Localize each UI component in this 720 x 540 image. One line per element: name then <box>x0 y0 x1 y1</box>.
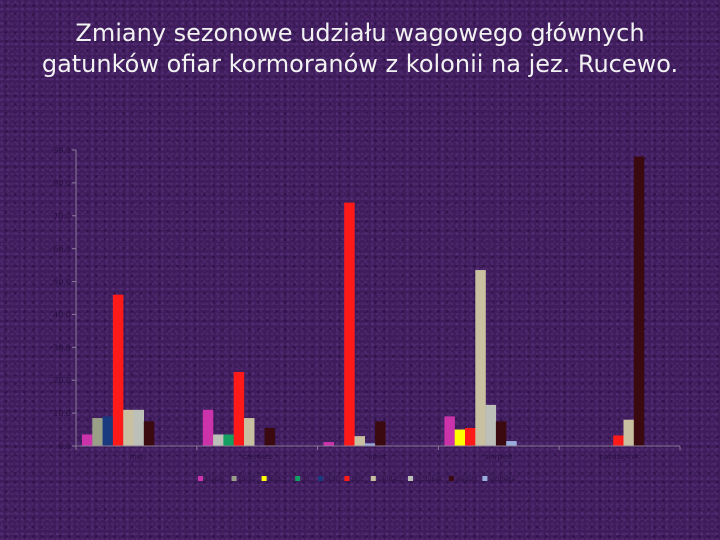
bar-węgorz-lipiec <box>375 421 386 446</box>
y-tick-label: 20.0 <box>53 376 71 385</box>
x-category-label: sierpień <box>485 453 513 461</box>
bar-sandacz-lipiec <box>354 436 365 446</box>
legend-swatch <box>261 476 267 481</box>
legend-swatch <box>295 476 301 481</box>
legend-swatch <box>408 476 413 481</box>
legend-swatch <box>482 476 488 481</box>
bar-krąpie-sierpień <box>444 416 455 446</box>
bar-wzdręga-lipiec <box>364 443 376 446</box>
bar-płoć-maj <box>112 294 124 446</box>
legend-swatch <box>198 476 203 481</box>
legend-label: szczupak <box>415 476 443 483</box>
bar-szczupak-czerwiec <box>213 434 224 446</box>
bar-lin-czerwiec <box>223 434 234 446</box>
y-tick-label: 60.0 <box>53 245 71 254</box>
bar-karaś-maj <box>92 418 103 446</box>
x-category-label: lipiec <box>369 453 388 461</box>
legend-label: płoć <box>351 476 363 483</box>
bar-węgorz-maj <box>143 421 155 446</box>
bar-płoć-lipiec <box>344 202 355 446</box>
bar-krąpie-lipiec <box>323 442 335 446</box>
y-tick-label: 70.0 <box>53 212 71 221</box>
bar-płoć-czerwiec <box>233 372 245 446</box>
bar-węgorz-sierpień <box>495 421 507 446</box>
legend-label: karaś <box>239 476 255 483</box>
bar-węgorz-czerwiec <box>264 427 276 446</box>
bar-węgorz-październik <box>633 156 645 447</box>
y-tick-label: 0.0 <box>58 442 71 451</box>
x-category-label: październik <box>600 453 641 461</box>
bar-szczupak-maj <box>133 409 144 446</box>
legend: krąpie karaś leszcz lin okoń płoć sandacz szczu… <box>198 476 515 483</box>
chart-title: Zmiany sezonowe udziału wagowego głównyc… <box>41 19 679 78</box>
y-axis: 0.0 10.0 20.0 30.0 40.0 50.0 60.0 70.0 80.0 90.0 <box>53 146 77 451</box>
bar-szczupak-sierpień <box>485 404 497 446</box>
x-axis: maj czerwiec lipiec sierpień październik <box>75 445 681 461</box>
bar-okoń-maj <box>102 416 114 446</box>
bar-sandacz-sierpień <box>475 270 486 446</box>
y-tick-label: 40.0 <box>53 310 71 319</box>
y-tick-label: 80.0 <box>53 179 71 188</box>
legend-swatch <box>370 476 376 481</box>
bar-sandacz-maj <box>123 409 134 446</box>
y-tick-label: 50.0 <box>53 278 71 287</box>
legend-swatch <box>231 476 237 481</box>
y-tick-label: 30.0 <box>53 343 71 352</box>
x-category-label: maj <box>130 453 143 461</box>
legend-swatch <box>448 476 454 481</box>
bar-płoć-październik <box>613 435 624 446</box>
legend-label: wzdręga <box>489 476 515 483</box>
bar-wzdręga-sierpień <box>506 441 517 446</box>
bar-płoć-sierpień <box>465 427 476 446</box>
y-tick-label: 90.0 <box>53 146 71 155</box>
bar-krąpie-czerwiec <box>202 409 214 446</box>
bars <box>82 156 645 447</box>
legend-swatch <box>318 476 323 481</box>
bar-krąpie-maj <box>82 434 93 446</box>
legend-label: krąpie <box>205 476 224 483</box>
legend-label: sandacz <box>378 476 403 483</box>
legend-label: węgorz <box>456 476 478 483</box>
legend-swatch <box>344 476 350 481</box>
bar-leszcz-sierpień <box>454 429 466 446</box>
legend-label: leszcz <box>269 476 287 483</box>
bar-sandacz-październik <box>623 419 634 446</box>
legend-label: okoń <box>325 476 340 483</box>
y-tick-label: 10.0 <box>53 409 71 418</box>
bar-sandacz-czerwiec <box>244 418 255 446</box>
x-category-label: czerwiec <box>242 453 273 461</box>
legend-label: lin <box>302 476 309 483</box>
